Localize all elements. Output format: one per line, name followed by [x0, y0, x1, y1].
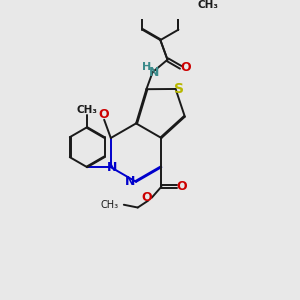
Text: N: N	[149, 66, 159, 79]
Text: H: H	[142, 62, 151, 72]
Text: O: O	[141, 191, 152, 204]
Text: S: S	[174, 82, 184, 96]
Text: CH₃: CH₃	[77, 105, 98, 115]
Text: N: N	[125, 175, 135, 188]
Text: CH₃: CH₃	[198, 1, 219, 10]
Text: O: O	[176, 180, 187, 193]
Text: O: O	[180, 61, 191, 74]
Text: O: O	[99, 108, 110, 121]
Text: CH₃: CH₃	[101, 200, 119, 210]
Text: N: N	[107, 161, 117, 174]
